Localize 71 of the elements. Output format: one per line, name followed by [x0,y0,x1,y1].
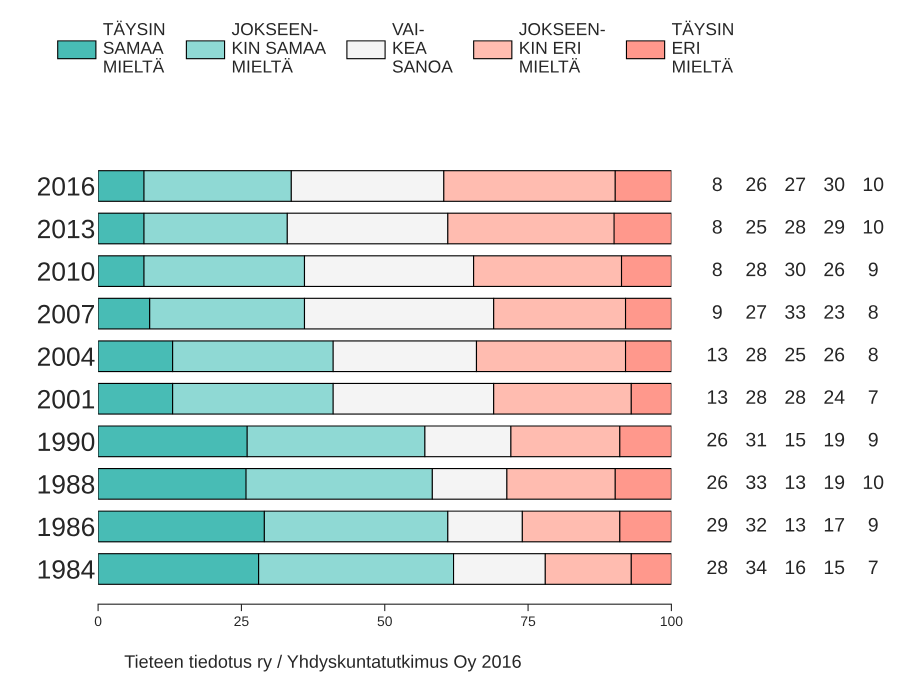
y-tick-label: 2007 [38,304,94,324]
data-label: 33 [746,475,766,490]
data-label: 8 [868,348,878,362]
y-tick-label: 1988 [38,475,94,494]
x-tick-label: 0 [94,616,102,626]
data-label: 8 [868,305,878,319]
data-label: 28 [785,220,806,234]
data-label: 32 [746,518,766,532]
y-tick-label: 2016 [38,177,94,196]
data-label: 9 [712,305,722,319]
data-label: 9 [868,262,878,276]
data-label: 28 [746,390,766,404]
data-label: 8 [712,220,722,234]
data-label: 9 [868,518,878,532]
data-label: 27 [785,177,806,192]
data-label: 26 [746,177,766,192]
data-label: 29 [707,518,728,532]
y-tick-label: 1984 [38,560,95,579]
y-tick-label: 2001 [38,390,94,409]
data-label: 15 [786,432,806,447]
data-label: 26 [824,262,844,276]
legend-label: TÄYSIN SAMAA MIELTÄ [103,20,164,73]
data-label: 17 [824,518,844,532]
data-label: 8 [712,177,722,192]
data-label: 26 [707,475,728,490]
data-label: 29 [824,220,844,234]
data-label: 28 [707,560,728,574]
data-label: 10 [864,177,884,192]
legend-label: JOKSEEN- KIN SAMAA MIELTÄ [232,23,326,73]
data-label: 23 [824,305,844,319]
data-label: 13 [708,348,728,362]
data-label: 8 [712,262,722,276]
data-label: 26 [707,432,728,447]
data-label: 30 [824,177,844,192]
legend-label: TÄYSIN ERI MIELTÄ [672,20,733,73]
data-label: 28 [785,390,806,404]
y-tick-label: 2010 [38,262,94,281]
data-label: 30 [785,262,806,276]
legend-label: VAI- KEA SANOA [392,23,453,73]
data-label: 10 [864,220,884,234]
y-tick-label: 1990 [38,432,94,452]
data-label: 19 [824,432,844,447]
data-label: 16 [786,560,806,574]
data-label: 13 [708,390,728,404]
x-tick-label: 25 [234,616,249,626]
x-tick-label: 75 [521,616,536,626]
y-tick-label: 2013 [38,220,94,238]
data-label: 7 [868,390,878,404]
data-label: 13 [786,475,806,490]
data-label: 19 [824,475,844,490]
data-label: 28 [746,348,766,362]
data-label: 28 [746,262,766,276]
data-label: 15 [824,560,844,574]
legend-label: JOKSEEN- KIN ERI MIELTÄ [519,23,605,73]
data-label: 26 [824,348,844,362]
data-label: 31 [746,432,766,447]
data-label: 27 [746,305,766,319]
data-label: 25 [746,220,766,234]
y-tick-label: 1986 [38,518,94,536]
data-label: 25 [785,348,806,362]
data-label: 9 [868,432,878,447]
y-tick-label: 2004 [38,347,95,366]
data-label: 13 [786,518,806,532]
data-label: 24 [824,390,844,404]
data-label: 7 [868,560,878,574]
data-label: 34 [746,560,766,574]
data-label: 10 [864,475,884,490]
x-tick-label: 100 [660,616,682,626]
data-label: 33 [785,305,806,319]
x-tick-label: 50 [378,616,392,626]
text: Tieteen tiedotus ry / Yhdyskuntatutkimus Oy 2016 [124,654,521,672]
